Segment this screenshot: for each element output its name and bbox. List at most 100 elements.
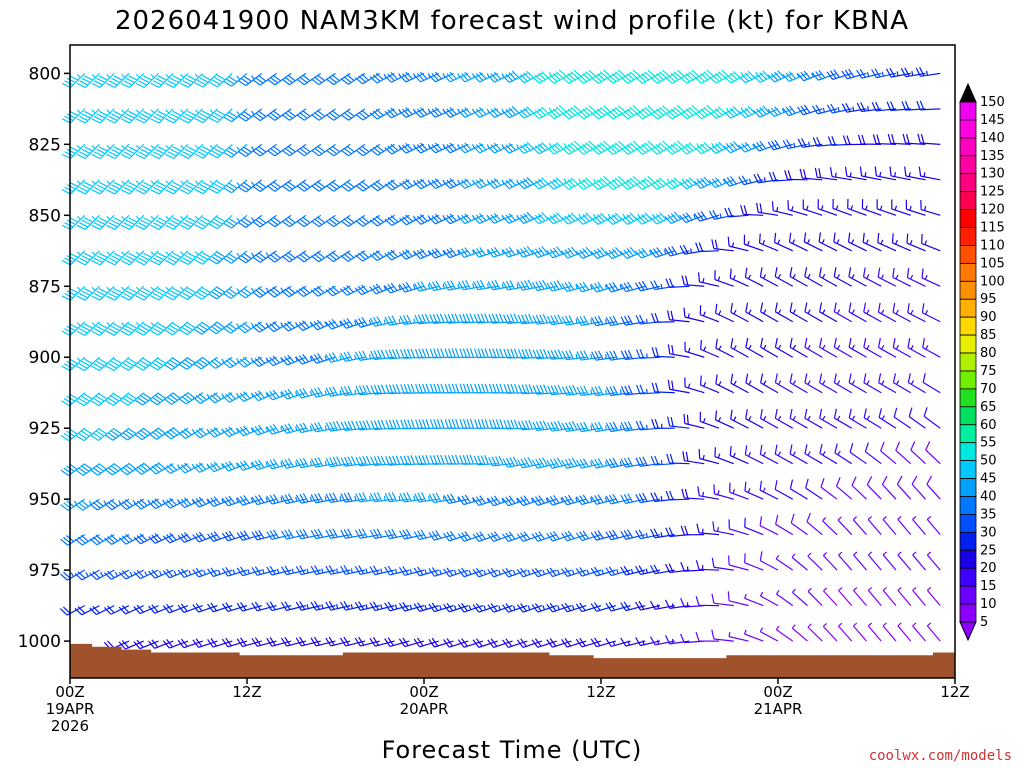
wind-barb (149, 321, 174, 336)
colorbar-box (959, 549, 977, 569)
wind-barb (311, 143, 336, 157)
wind-barb (443, 602, 469, 613)
wind-barb (310, 387, 336, 398)
wind-barb (877, 233, 897, 252)
wind-barb (897, 516, 912, 536)
wind-barb (715, 303, 735, 323)
wind-barb (177, 638, 203, 649)
wind-barb (882, 516, 897, 536)
colorbar-box (959, 531, 977, 551)
wind-barb (106, 214, 130, 230)
wind-barb (759, 409, 779, 429)
wind-barb (443, 638, 469, 648)
wind-barb (472, 495, 498, 507)
wind-barb (791, 553, 808, 571)
wind-barb (90, 356, 115, 372)
wind-barb (744, 593, 764, 607)
wind-barb (120, 356, 145, 371)
wind-barb (922, 338, 941, 358)
wind-barb (457, 603, 484, 613)
wind-barb (474, 348, 498, 359)
wind-barb (473, 455, 498, 466)
wind-barb (882, 622, 897, 642)
wind-barb (472, 247, 498, 258)
wind-barb (649, 600, 675, 610)
wind-barb (695, 242, 720, 253)
wind-barb (517, 313, 543, 325)
wind-barb (165, 214, 189, 230)
wind-barb (728, 632, 749, 642)
wind-barb (838, 551, 853, 571)
wind-barb (784, 170, 808, 181)
wind-barb (745, 337, 764, 358)
wind-barb (666, 453, 690, 465)
colorbar-label: 140 (980, 131, 1005, 146)
wind-barb (591, 385, 616, 397)
wind-barb (667, 416, 690, 429)
wind-barb (502, 603, 528, 613)
wind-barb (76, 285, 100, 301)
wind-barb (789, 408, 808, 429)
wind-barb (223, 108, 248, 123)
wind-barb (75, 463, 100, 476)
wind-barb (443, 493, 469, 505)
wind-barb (876, 199, 897, 216)
terrain-fill (70, 643, 955, 678)
wind-barb (900, 67, 926, 78)
wind-barb (759, 267, 779, 287)
colorbar-box (959, 567, 977, 587)
wind-barb (867, 551, 882, 571)
colorbar-box (959, 406, 977, 426)
colorbar-box (959, 514, 977, 533)
wind-barb (745, 302, 764, 323)
wind-barb (605, 638, 631, 647)
wind-barb (804, 267, 823, 287)
wind-barb (340, 351, 366, 362)
wind-barb (819, 337, 838, 358)
wind-barb (531, 246, 557, 259)
wind-barb (759, 591, 779, 607)
wind-barb (881, 475, 897, 500)
wind-barb (413, 248, 439, 260)
colorbar-label: 145 (980, 113, 1005, 128)
colorbar-label: 45 (980, 472, 997, 487)
wind-barb (355, 350, 380, 361)
wind-barb (665, 490, 690, 501)
wind-barb (635, 637, 661, 647)
wind-barb (208, 179, 233, 194)
wind-barb (666, 310, 690, 323)
wind-barb (61, 143, 86, 160)
wind-barb (61, 250, 86, 266)
wind-barb (74, 569, 100, 581)
wind-barb (684, 377, 705, 394)
wind-barb (457, 567, 484, 578)
wind-barb (891, 199, 911, 216)
wind-barb (760, 337, 779, 358)
wind-barb (179, 214, 204, 230)
wind-barb (91, 214, 115, 230)
wind-barb (847, 232, 867, 252)
wind-barb (925, 441, 941, 465)
wind-barb (852, 622, 867, 642)
wind-barb (546, 530, 572, 542)
wind-barb (105, 392, 130, 406)
wind-barb (620, 315, 646, 326)
wind-barb (429, 419, 454, 429)
wind-barb (164, 356, 189, 371)
colorbar-label: 135 (980, 149, 1005, 164)
wind-barb (429, 348, 454, 359)
wind-barb (103, 605, 130, 615)
colorbar-min-arrow (959, 621, 977, 642)
wind-barb (194, 214, 218, 230)
wind-barb (150, 143, 174, 160)
wind-barb (636, 384, 661, 395)
wind-barb (472, 531, 498, 543)
wind-barb (723, 141, 749, 154)
wind-barb (729, 482, 749, 500)
wind-barb (743, 629, 764, 642)
wind-barb (819, 302, 838, 323)
colorbar-label: 130 (980, 167, 1005, 182)
wind-barb (896, 475, 912, 500)
wind-barb (488, 383, 513, 394)
wind-barb (797, 70, 823, 82)
